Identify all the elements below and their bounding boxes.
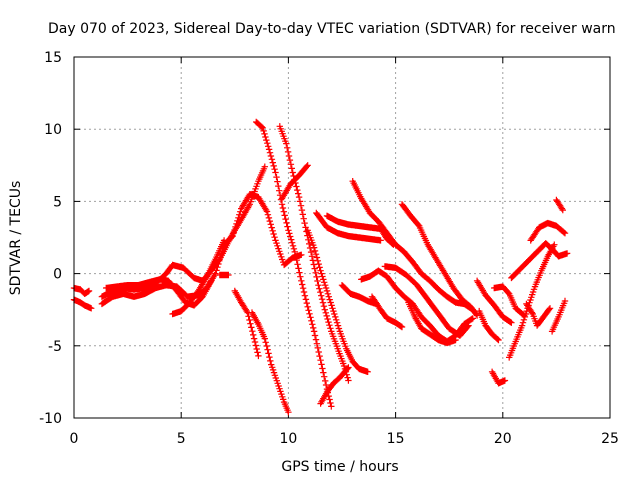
series-track-06 [169, 237, 228, 318]
series-track-27 [488, 368, 509, 387]
series-track-25 [476, 307, 502, 344]
series-track-31 [548, 297, 569, 335]
x-tick-label: 25 [601, 431, 619, 447]
series-track-21 [368, 293, 406, 331]
series-track-08 [253, 118, 335, 410]
data-marker-trail [338, 282, 380, 308]
data-marker-trail [405, 299, 459, 347]
series-track-28 [506, 241, 558, 361]
series-track-22 [398, 201, 481, 319]
series-track-19 [338, 282, 380, 308]
series-track-23 [405, 299, 459, 347]
data-marker-trail [553, 196, 566, 214]
series-track-26 [491, 283, 528, 319]
data-marker-trail [349, 178, 476, 313]
x-tick-label: 0 [70, 431, 79, 447]
data-marker-trail [231, 287, 262, 360]
data-marker-trail [381, 263, 472, 339]
x-axis-label: GPS time / hours [281, 459, 398, 475]
data-marker-trail [523, 300, 554, 329]
data-marker-trail [216, 271, 232, 279]
data-marker-trail [253, 118, 335, 410]
series-track-14 [317, 364, 352, 407]
data-marker-trail [313, 209, 384, 244]
y-tick-label: -5 [48, 339, 62, 355]
series-track-33 [553, 196, 566, 214]
data-marker-trail [476, 307, 502, 344]
y-tick-label: 15 [44, 50, 62, 66]
data-marker-trail [548, 297, 569, 335]
data-marker-trail [473, 277, 515, 326]
y-tick-label: 10 [44, 122, 62, 138]
data-marker-trail [317, 364, 352, 407]
series-track-32 [523, 300, 554, 329]
x-tick-label: 10 [279, 431, 297, 447]
y-tick-labels: -10 -5 0 5 10 15 [39, 50, 62, 427]
plot-frame [73, 56, 611, 419]
series-track-24 [473, 277, 515, 326]
data-marker-trail [368, 293, 406, 331]
series-track-12 [231, 287, 262, 360]
series-track-10 [278, 162, 311, 202]
data-points [70, 118, 571, 416]
y-tick-label: -10 [39, 411, 62, 427]
x-tick-label: 20 [494, 431, 512, 447]
data-marker-trail [323, 212, 397, 248]
x-tick-labels: 0 5 10 15 20 25 [70, 431, 619, 447]
y-axis-label: SDTVAR / TECUs [8, 181, 24, 296]
data-marker-trail [278, 162, 311, 202]
series-track-13 [248, 309, 292, 416]
series-track-16 [323, 212, 397, 248]
y-tick-label: 0 [53, 267, 62, 283]
x-tick-label: 15 [387, 431, 405, 447]
data-marker-trail [304, 227, 371, 375]
grid-lines [74, 57, 610, 418]
data-marker-trail [248, 309, 292, 416]
data-marker-trail [527, 219, 569, 244]
data-marker-trail [169, 237, 228, 318]
data-marker-trail [508, 240, 571, 282]
series-track-30 [527, 219, 569, 244]
data-marker-trail [491, 283, 528, 319]
series-track-18 [381, 263, 472, 339]
data-marker-trail [506, 241, 558, 361]
series-track-11 [304, 227, 371, 375]
data-marker-trail [488, 368, 509, 387]
series-track-29 [508, 240, 571, 282]
series-track-15 [313, 209, 384, 244]
series-track-07 [216, 271, 232, 279]
y-tick-label: 5 [53, 194, 62, 210]
data-marker-trail [398, 201, 481, 319]
series-track-17 [349, 178, 476, 313]
chart-title: Day 070 of 2023, Sidereal Day-to-day VTE… [48, 21, 616, 37]
x-tick-label: 5 [177, 431, 186, 447]
